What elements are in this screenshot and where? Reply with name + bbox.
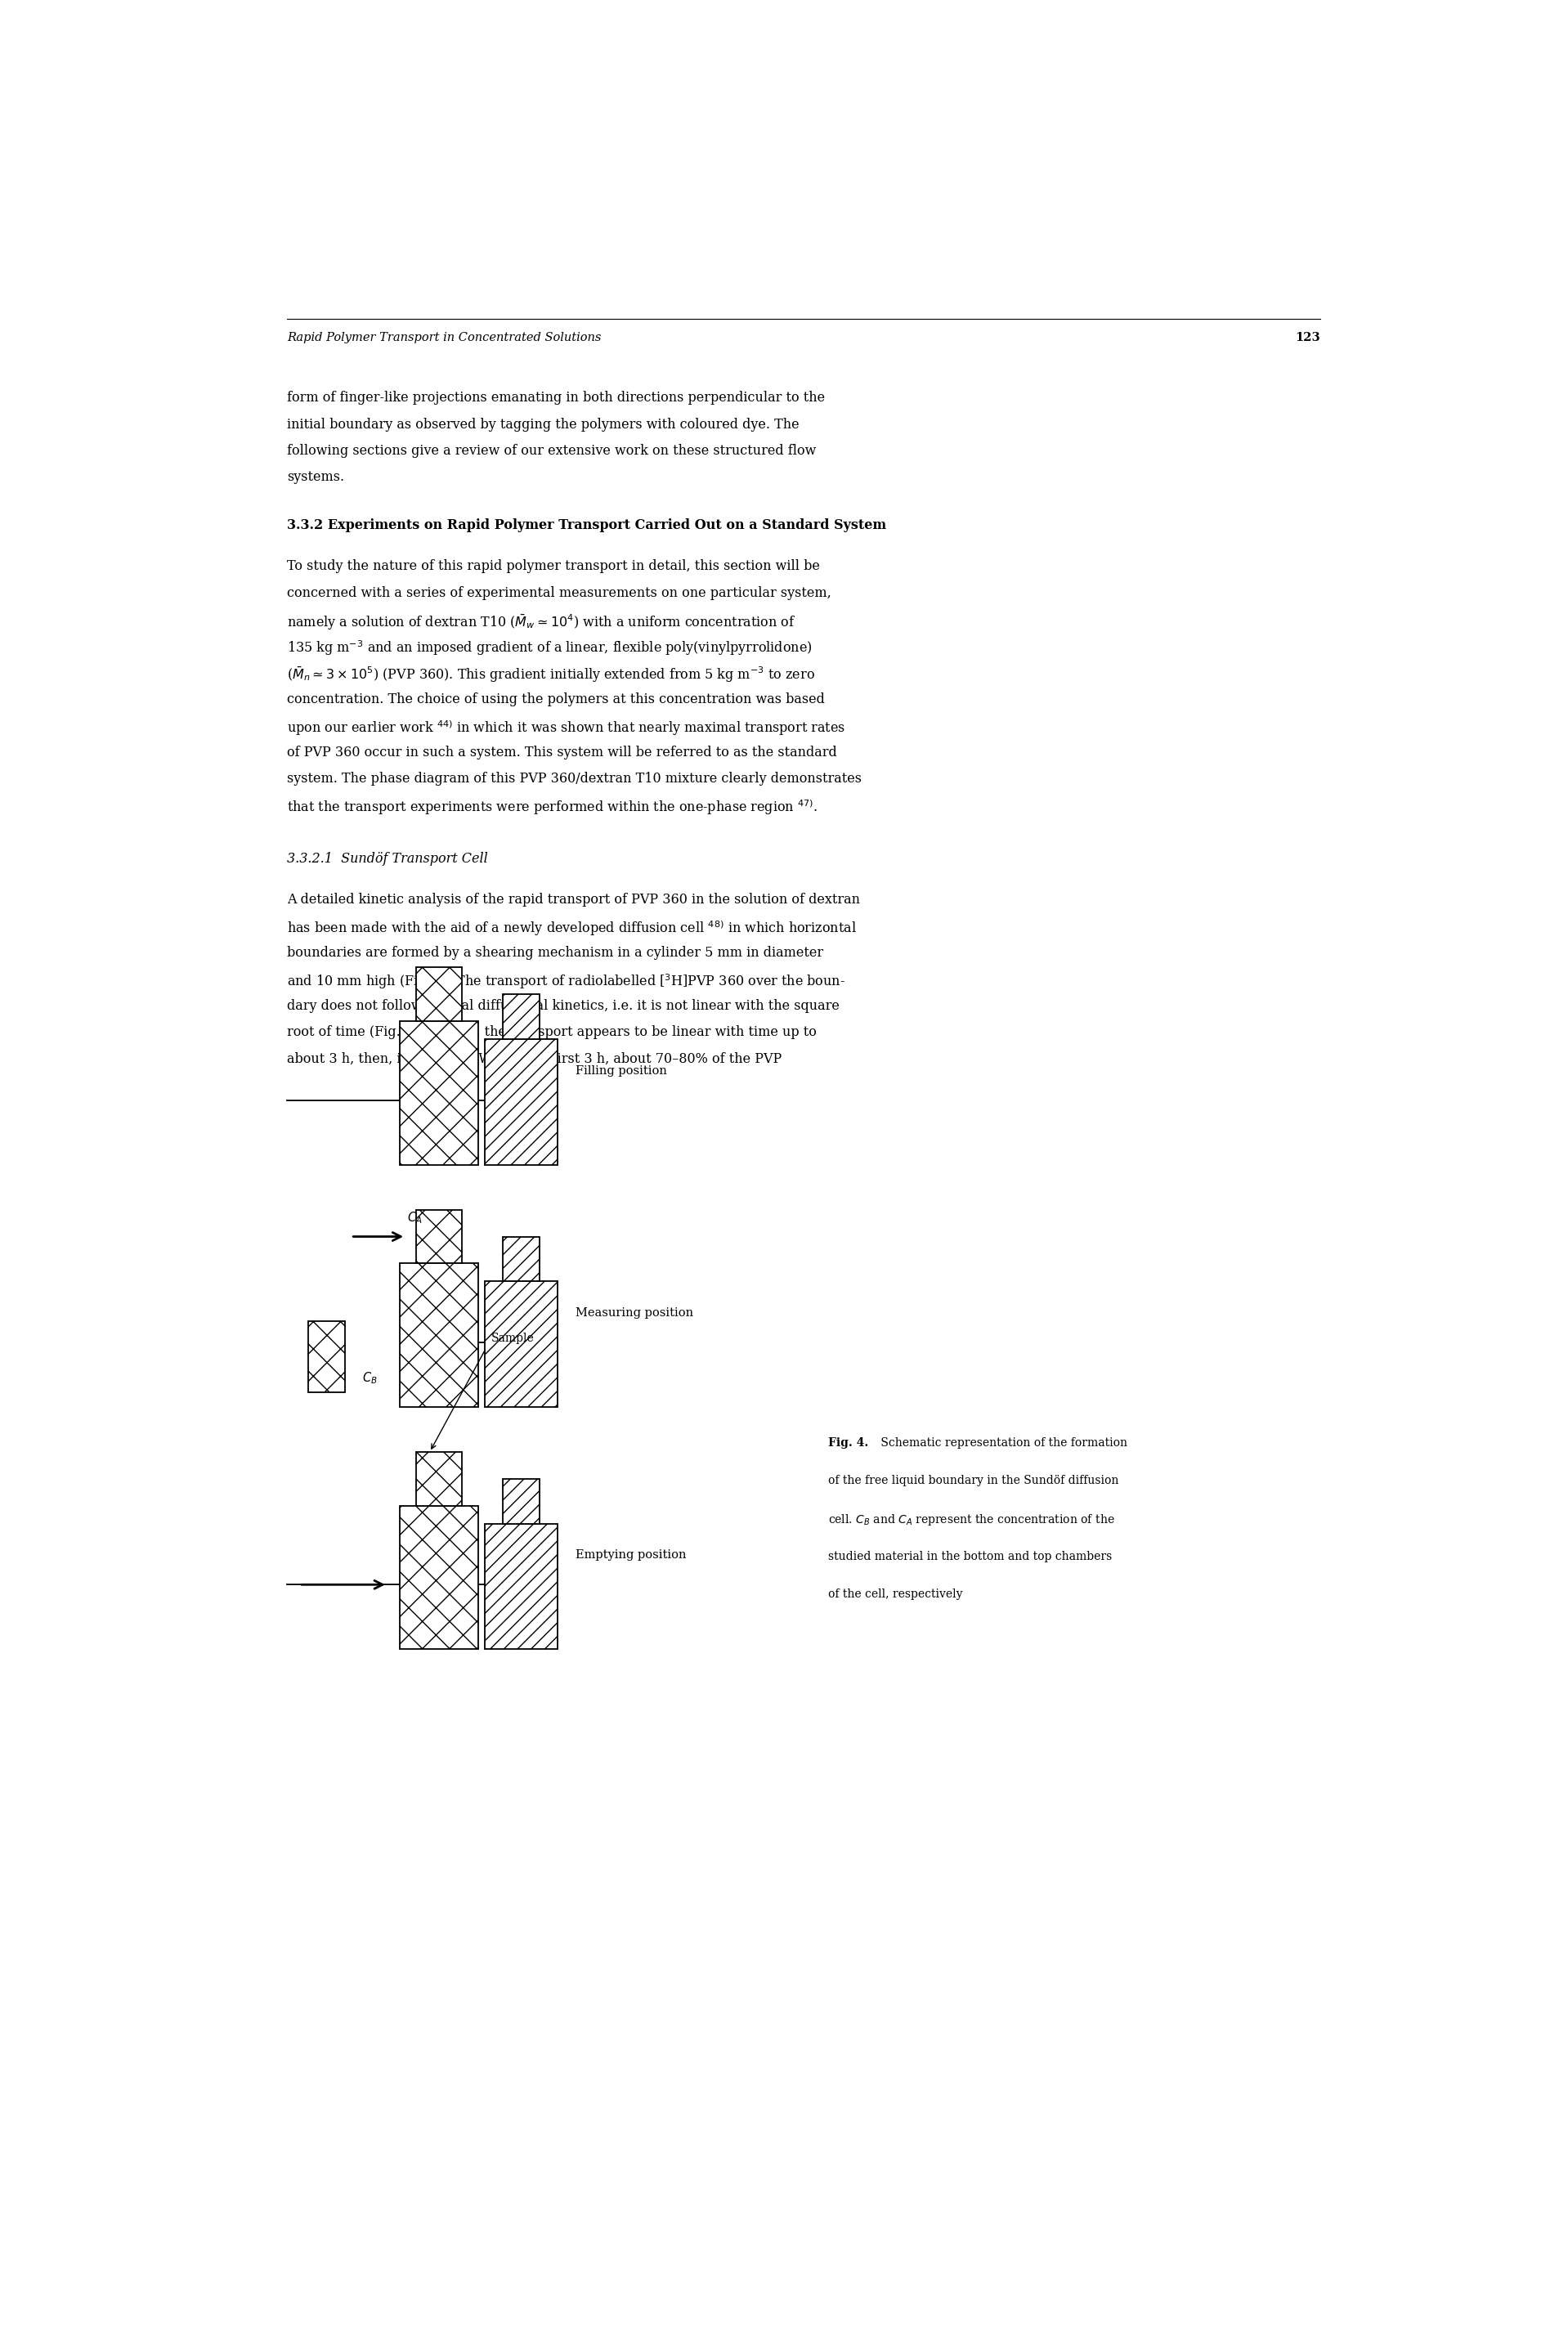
Text: Measuring position: Measuring position <box>575 1307 693 1319</box>
Text: 3.3.2 Experiments on Rapid Polymer Transport Carried Out on a Standard System: 3.3.2 Experiments on Rapid Polymer Trans… <box>287 520 886 534</box>
Text: that the transport experiments were performed within the one-phase region $^{47): that the transport experiments were perf… <box>287 799 818 818</box>
Text: 3.3.2.1  Sundöf Transport Cell: 3.3.2.1 Sundöf Transport Cell <box>287 853 488 867</box>
Text: systems.: systems. <box>287 471 345 485</box>
Bar <box>485 1282 558 1407</box>
Text: initial boundary as observed by tagging the polymers with coloured dye. The: initial boundary as observed by tagging … <box>287 417 800 431</box>
Text: concentration. The choice of using the polymers at this concentration was based: concentration. The choice of using the p… <box>287 692 825 706</box>
Bar <box>485 1039 558 1165</box>
Bar <box>503 1480 539 1524</box>
Bar <box>503 995 539 1039</box>
Text: form of finger-like projections emanating in both directions perpendicular to th: form of finger-like projections emanatin… <box>287 391 825 405</box>
Text: Schematic representation of the formation: Schematic representation of the formatio… <box>877 1438 1127 1449</box>
Text: dary does not follow normal diffusional kinetics, i.e. it is not linear with the: dary does not follow normal diffusional … <box>287 1000 840 1014</box>
Bar <box>416 1452 463 1505</box>
Text: following sections give a review of our extensive work on these structured flow: following sections give a review of our … <box>287 445 817 457</box>
Bar <box>400 1505 478 1650</box>
Text: Fig. 4.: Fig. 4. <box>828 1438 869 1449</box>
Bar <box>416 1209 463 1263</box>
Text: root of time (Fig. 5). Instead, the transport appears to be linear with time up : root of time (Fig. 5). Instead, the tran… <box>287 1025 817 1039</box>
Text: system. The phase diagram of this PVP 360/dextran T10 mixture clearly demonstrat: system. The phase diagram of this PVP 36… <box>287 771 862 785</box>
Text: Emptying position: Emptying position <box>575 1549 687 1561</box>
Bar <box>416 967 463 1021</box>
Bar <box>485 1524 558 1650</box>
Text: Rapid Polymer Transport in Concentrated Solutions: Rapid Polymer Transport in Concentrated … <box>287 331 602 343</box>
Text: cell. $C_B$ and $C_A$ represent the concentration of the: cell. $C_B$ and $C_A$ represent the conc… <box>828 1512 1115 1528</box>
Bar <box>400 1263 478 1407</box>
Text: 123: 123 <box>1295 331 1320 343</box>
Text: namely a solution of dextran T10 ($\bar{M}_w \simeq 10^4$) with a uniform concen: namely a solution of dextran T10 ($\bar{… <box>287 613 797 631</box>
Bar <box>400 1021 478 1165</box>
Text: A detailed kinetic analysis of the rapid transport of PVP 360 in the solution of: A detailed kinetic analysis of the rapid… <box>287 892 861 906</box>
Text: of the free liquid boundary in the Sundöf diffusion: of the free liquid boundary in the Sundö… <box>828 1475 1118 1487</box>
Text: To study the nature of this rapid polymer transport in detail, this section will: To study the nature of this rapid polyme… <box>287 559 820 573</box>
Bar <box>416 1209 463 1263</box>
Text: 135 kg m$^{-3}$ and an imposed gradient of a linear, flexible poly(vinylpyrrolid: 135 kg m$^{-3}$ and an imposed gradient … <box>287 638 812 657</box>
Text: Filling position: Filling position <box>575 1065 668 1076</box>
Bar <box>400 1505 478 1650</box>
Text: $C_B$: $C_B$ <box>362 1370 378 1386</box>
Bar <box>503 995 539 1039</box>
Bar <box>400 1263 478 1407</box>
Bar <box>416 967 463 1021</box>
Bar <box>309 1321 345 1393</box>
Text: studied material in the bottom and top chambers: studied material in the bottom and top c… <box>828 1549 1112 1561</box>
Text: of PVP 360 occur in such a system. This system will be referred to as the standa: of PVP 360 occur in such a system. This … <box>287 746 837 760</box>
Bar <box>485 1282 558 1407</box>
Text: upon our earlier work $^{44)}$ in which it was shown that nearly maximal transpo: upon our earlier work $^{44)}$ in which … <box>287 718 845 736</box>
Text: ($\bar{M}_n \simeq 3\times10^5$) (PVP 360). This gradient initially extended fro: ($\bar{M}_n \simeq 3\times10^5$) (PVP 36… <box>287 666 815 685</box>
Bar <box>485 1039 558 1165</box>
Bar <box>400 1021 478 1165</box>
Bar <box>503 1237 539 1282</box>
Text: of the cell, respectively: of the cell, respectively <box>828 1589 963 1601</box>
Text: concerned with a series of experimental measurements on one particular system,: concerned with a series of experimental … <box>287 587 831 599</box>
Text: has been made with the aid of a newly developed diffusion cell $^{48)}$ in which: has been made with the aid of a newly de… <box>287 920 856 939</box>
Text: $C_A$: $C_A$ <box>408 1212 423 1226</box>
Text: Sample: Sample <box>491 1333 535 1344</box>
Bar <box>309 1321 345 1393</box>
Text: and 10 mm high (Fig. 4). The transport of radiolabelled [$^3$H]PVP 360 over the : and 10 mm high (Fig. 4). The transport o… <box>287 972 845 990</box>
Text: boundaries are formed by a shearing mechanism in a cylinder 5 mm in diameter: boundaries are formed by a shearing mech… <box>287 946 823 960</box>
Text: about 3 h, then, it levels off. Within the first 3 h, about 70–80% of the PVP: about 3 h, then, it levels off. Within t… <box>287 1053 782 1067</box>
Bar <box>485 1524 558 1650</box>
Bar <box>416 1452 463 1505</box>
Bar <box>503 1480 539 1524</box>
Bar <box>503 1237 539 1282</box>
